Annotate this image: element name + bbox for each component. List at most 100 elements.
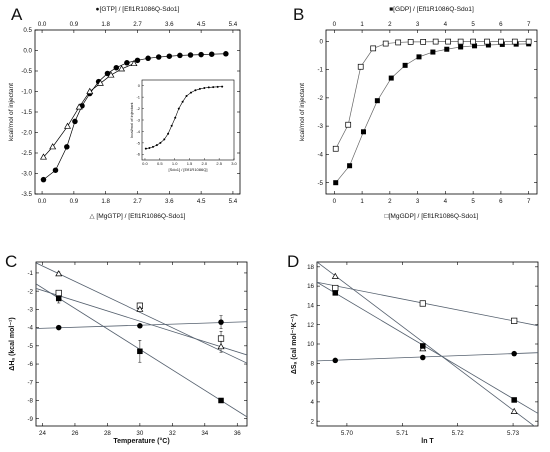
panel-a-series-0-point xyxy=(223,51,229,57)
top-x-tick-label: 2 xyxy=(388,21,392,28)
x-tick-label: 0.9 xyxy=(70,198,79,205)
panel-a-series-0-point xyxy=(40,176,47,183)
panel-b-series-0-point xyxy=(388,75,394,81)
panel-a-series-0-point xyxy=(198,51,204,58)
inset-y-axis-label: kcal/mol of injectant xyxy=(129,102,134,138)
panel-c-y-axis-label: ΔHₐ (kcal mol⁻¹) xyxy=(9,317,16,370)
panel-b-y-axis-label: kcal/mol of injectant xyxy=(299,83,306,141)
panel-d-y-axis-label: ΔSₐ (cal mol⁻¹K⁻¹) xyxy=(291,314,298,374)
panel-b-series-1-point xyxy=(445,38,452,45)
y-tick-label: -9 xyxy=(27,416,33,423)
panel-b-letter: B xyxy=(293,5,304,24)
panel-b-x-axis-label: □[MgGDP] / [Efl1R1086Q-Sdo1] xyxy=(385,213,479,220)
top-x-tick-label: 5 xyxy=(471,21,475,28)
panel-c-series-2-point xyxy=(136,305,144,312)
top-x-tick-label: 3 xyxy=(416,21,420,28)
panel-a-series-0-point xyxy=(124,60,130,66)
inset-point xyxy=(163,138,166,141)
y-tick-label: -1.5 xyxy=(21,109,32,116)
x-tick-label: 5.71 xyxy=(396,430,409,437)
panel-d-letter: D xyxy=(287,252,299,271)
x-tick-label: 28 xyxy=(104,430,111,437)
panel-b-series-1-point xyxy=(457,38,464,45)
panel-a-series-1-point xyxy=(107,71,115,78)
inset-y-tick-label: -4 xyxy=(136,129,140,134)
panel-b-series-0-point xyxy=(347,163,353,169)
panel-d-series-1-point xyxy=(332,284,339,292)
panel-b-series-0-point xyxy=(485,42,491,48)
panel-d-series-3-fit xyxy=(317,352,538,362)
x-tick-label: 32 xyxy=(169,430,176,437)
panel-b-series-0-point xyxy=(416,54,422,60)
y-tick-label: -2 xyxy=(317,95,323,102)
panel-d-series-3-point xyxy=(332,357,339,364)
y-tick-label: 12 xyxy=(307,322,314,329)
panel-d-series-1-fit xyxy=(317,281,538,327)
panel-b-series-0-point xyxy=(458,44,464,50)
panel-c-frame xyxy=(35,261,248,427)
panel-c-series-3-point xyxy=(55,324,62,331)
top-x-tick-label: 6 xyxy=(499,21,503,28)
inset-point xyxy=(181,100,184,103)
top-x-tick-label: 2.7 xyxy=(133,21,142,28)
y-tick-label: -1 xyxy=(317,67,323,74)
inset-point xyxy=(216,85,219,88)
x-tick-label: 4 xyxy=(444,198,448,205)
inset-point xyxy=(177,107,180,110)
panel-b-series-0-line xyxy=(335,43,529,183)
panel-b-frame xyxy=(325,29,538,195)
x-tick-label: 6 xyxy=(499,198,503,205)
panel-d-x-axis-label: ln T xyxy=(421,438,434,445)
panel-b-series-0-point xyxy=(360,129,366,135)
panel-c: C 24 26 28 30 32 34 36 -1 -2 -3 -4 -5 -6 -7 -8 -9 Tempera… xyxy=(5,252,248,445)
y-tick-label: 18 xyxy=(307,264,314,271)
top-x-tick-label: 0 xyxy=(333,21,337,28)
panel-b-series-1-point xyxy=(432,38,439,45)
y-tick-label: -8 xyxy=(27,398,33,405)
y-tick-label: 2 xyxy=(311,418,315,425)
panel-d-series-2-point xyxy=(511,397,517,403)
panel-a-series-1-point xyxy=(39,153,47,160)
panel-b-series-1-point xyxy=(511,38,518,45)
y-tick-label: -2.5 xyxy=(21,150,32,157)
x-tick-label: 26 xyxy=(72,430,79,437)
inset-x-tick-label: 1.5 xyxy=(187,161,193,166)
panel-c-series-2-point xyxy=(217,342,225,350)
top-x-tick-label: 1.8 xyxy=(101,21,110,28)
inset-x-tick-label: 0.0 xyxy=(142,161,148,166)
x-tick-label: 2 xyxy=(388,198,392,205)
inset-x-tick-label: 0.5 xyxy=(157,161,163,166)
x-tick-label: 0.0 xyxy=(38,198,47,205)
panel-a-series-1-point xyxy=(64,122,72,129)
panel-b-series-1-point xyxy=(332,145,339,152)
x-tick-label: 30 xyxy=(136,430,143,437)
panel-d-series-1-point xyxy=(511,317,518,324)
y-tick-label: 14 xyxy=(307,303,314,310)
panel-d: D 5.70 5.71 5.72 5.73 2 4 6 8 10 12 14 16 18 ln T ΔSₐ (… xyxy=(287,252,539,445)
inset-y-tick-label: -6 xyxy=(136,152,140,157)
panel-b: B 0 0 1 1 2 2 3 3 4 4 5 5 6 6 7 7 0 -1 -2 -3 -4 -5 ■[GDP] / [Ef… xyxy=(293,5,538,220)
inset-y-tick-label: -2 xyxy=(136,106,140,111)
y-tick-label: -1.0 xyxy=(21,89,32,96)
y-tick-label: -2 xyxy=(27,288,33,295)
y-tick-label: -3.5 xyxy=(21,191,32,198)
y-tick-label: -6 xyxy=(27,361,33,368)
inset-y-tick-label: -5 xyxy=(136,140,140,145)
y-tick-label: -4 xyxy=(27,325,33,332)
x-tick-label: 1.8 xyxy=(101,198,110,205)
top-x-tick-label: 7 xyxy=(527,21,531,28)
y-tick-label: 4 xyxy=(311,399,315,406)
panel-d-series-0-point xyxy=(331,272,339,279)
y-tick-label: -2.0 xyxy=(21,130,32,137)
inset-y-tick-label: 0 xyxy=(138,83,141,88)
panel-b-series-1-point xyxy=(395,39,402,46)
panel-a-series-0-point xyxy=(177,52,183,59)
panel-b-series-1-point xyxy=(407,39,414,45)
top-x-tick-label: 1 xyxy=(360,21,364,28)
top-x-tick-label: 4 xyxy=(444,21,448,28)
panel-b-top-axis-label: ■[GDP] / [Efl1R1086Q-Sdo1] xyxy=(389,6,474,13)
inset-point xyxy=(174,116,177,119)
panel-c-letter: C xyxy=(5,252,17,271)
x-tick-label: 1 xyxy=(360,198,364,205)
panel-a-series-1-line xyxy=(43,63,135,158)
